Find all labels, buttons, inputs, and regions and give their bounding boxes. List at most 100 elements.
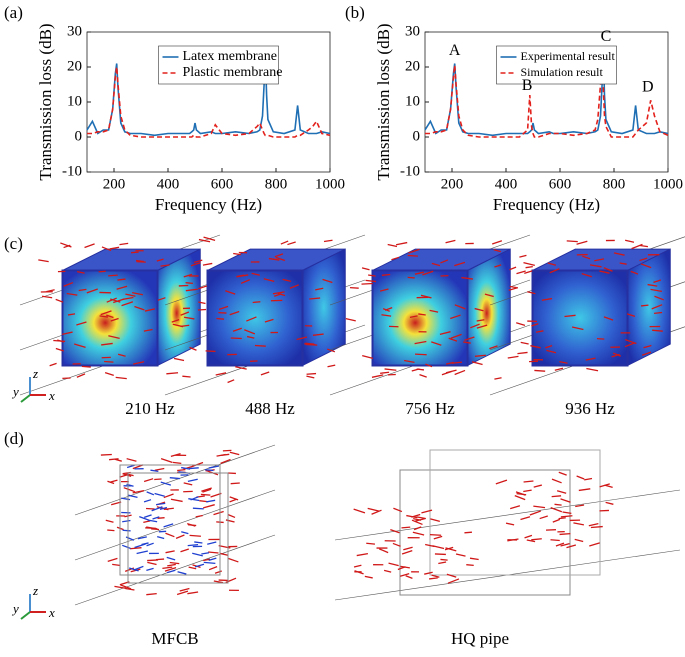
arrow (189, 534, 201, 537)
arrow (461, 276, 473, 280)
arrow (215, 372, 227, 376)
arrow (274, 253, 284, 258)
arrow (107, 557, 118, 563)
y-tick-label: 0 (413, 128, 421, 144)
arrow (589, 264, 602, 268)
arrow (440, 259, 449, 264)
arrow (559, 360, 568, 364)
arrow (177, 468, 186, 472)
panel-label: (d) (4, 429, 24, 448)
arrow (172, 461, 182, 464)
y-tick-label: 10 (67, 93, 82, 109)
arrow (225, 290, 236, 295)
arrow (146, 542, 154, 547)
arrow (208, 557, 217, 562)
arrow (131, 251, 139, 254)
arrow (631, 243, 643, 250)
arrow (588, 523, 599, 527)
arrow (585, 357, 596, 361)
y-axis-label: Transmission loss (dB) (374, 23, 393, 180)
arrow (425, 543, 435, 548)
arrow (99, 315, 108, 318)
wireframe (429, 449, 601, 576)
arrow (144, 308, 156, 312)
arrow (116, 285, 128, 290)
arrow (508, 286, 519, 291)
arrow (121, 544, 131, 550)
arrow (327, 364, 336, 368)
arrow (165, 532, 175, 538)
arrow (76, 271, 85, 274)
arrow (169, 477, 180, 480)
x-axis-label: Frequency (Hz) (155, 195, 262, 214)
arrow (147, 561, 157, 566)
arrow (109, 246, 120, 250)
arrow (464, 336, 475, 341)
arrow (397, 566, 406, 571)
arrow (445, 547, 457, 552)
caption: HQ pipe (451, 629, 509, 648)
arrow (560, 515, 573, 518)
arrow (66, 292, 78, 296)
arrow (137, 536, 147, 540)
arrow (185, 282, 193, 285)
arrow (619, 262, 627, 265)
arrow (523, 489, 532, 493)
arrow (108, 274, 118, 277)
arrow (519, 254, 527, 258)
arrow (361, 267, 370, 271)
arrow (194, 541, 203, 544)
y-tick-label: 20 (405, 58, 420, 74)
arrow (146, 567, 154, 571)
arrow (362, 355, 374, 359)
x-tick-label: 800 (265, 176, 288, 192)
arrow (429, 309, 439, 313)
annotation: A (449, 42, 461, 59)
arrow (181, 531, 189, 535)
arrow (263, 278, 275, 282)
arrow (594, 258, 605, 262)
arrow (287, 241, 296, 246)
arrow (379, 288, 389, 292)
arrow (404, 359, 415, 364)
arrow (624, 342, 635, 348)
arrow (371, 374, 384, 378)
arrow (289, 284, 299, 289)
arrow (230, 337, 242, 340)
arrow (190, 496, 199, 501)
panel-label: (c) (4, 234, 23, 253)
arrow (179, 587, 190, 592)
arrow (630, 270, 639, 275)
x-tick-label: 200 (441, 176, 464, 192)
arrow (81, 365, 91, 368)
arrow (531, 538, 542, 541)
arrow (581, 272, 593, 278)
arrow (117, 353, 126, 357)
arrow (154, 492, 165, 497)
arrow (405, 575, 413, 579)
arrow (535, 330, 544, 333)
arrow (126, 464, 135, 469)
arrow (128, 567, 139, 572)
arrow (430, 518, 440, 523)
arrow (516, 270, 526, 275)
arrow (390, 528, 400, 534)
frequency-label: 936 Hz (565, 399, 615, 418)
arrow (476, 319, 485, 322)
arrow (368, 274, 376, 277)
arrow (590, 525, 603, 529)
arrow (163, 523, 174, 528)
arrow (418, 313, 426, 316)
arrow (366, 542, 376, 545)
arrow (106, 314, 114, 319)
arrow (260, 371, 270, 376)
arrow (489, 345, 498, 350)
arrow (531, 323, 539, 327)
arrow (371, 509, 382, 515)
cube-front (531, 269, 629, 367)
arrow (170, 498, 183, 503)
arrow (578, 488, 591, 492)
arrow (160, 481, 172, 486)
arrow (546, 349, 557, 354)
